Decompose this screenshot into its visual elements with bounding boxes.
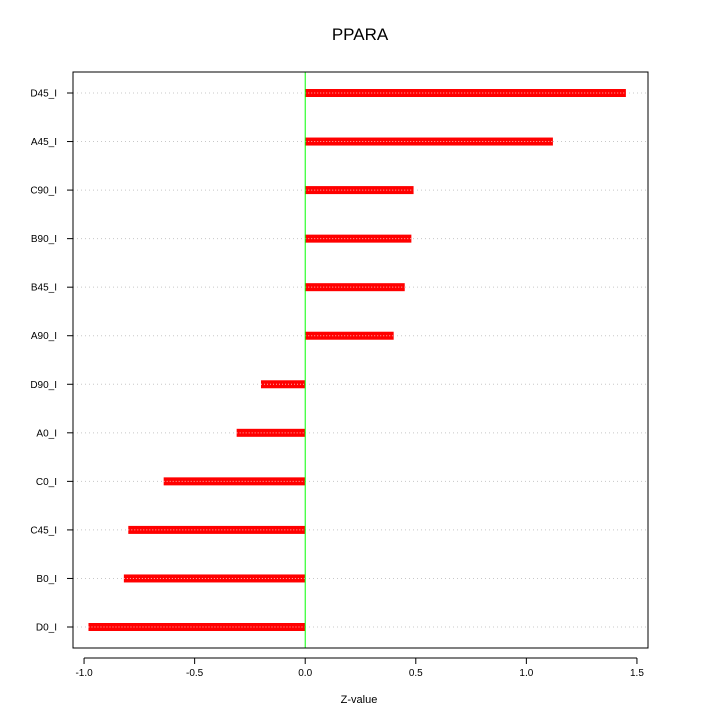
y-tick-label: B45_I bbox=[31, 283, 57, 294]
x-axis: -1.0 -0.5 0.0 0.5 1.0 1.5 bbox=[75, 657, 644, 679]
y-tick-label: C90_I bbox=[30, 186, 57, 197]
y-tick-label: A90_I bbox=[31, 331, 57, 342]
bar-A0_I bbox=[236, 428, 306, 437]
bars bbox=[88, 89, 626, 631]
x-tick-label: -1.0 bbox=[75, 668, 93, 679]
bar-B90_I bbox=[305, 234, 412, 243]
y-tick-label: C45_I bbox=[30, 525, 57, 536]
y-tick-label: D45_I bbox=[30, 89, 57, 100]
x-tick-label: 0.5 bbox=[409, 668, 423, 679]
grid-lines bbox=[73, 92, 648, 628]
y-tick-label: B90_I bbox=[31, 234, 57, 245]
x-tick-label: -0.5 bbox=[186, 668, 204, 679]
chart-title: PPARA bbox=[332, 25, 389, 44]
bar-A90_I bbox=[305, 331, 394, 340]
bar-B45_I bbox=[305, 283, 405, 292]
bar-C0_I bbox=[163, 477, 306, 486]
x-axis-label: Z-value bbox=[341, 694, 378, 706]
x-tick-label: 1.5 bbox=[630, 668, 644, 679]
bar-D90_I bbox=[260, 380, 306, 389]
y-tick-label: B0_I bbox=[36, 574, 57, 585]
bar-C45_I bbox=[128, 525, 306, 534]
plot-frame bbox=[72, 71, 649, 649]
y-tick-label: A0_I bbox=[36, 428, 57, 439]
y-tick-label: A45_I bbox=[31, 137, 57, 148]
bar-D45_I bbox=[305, 89, 626, 97]
x-tick-label: 1.0 bbox=[519, 668, 533, 679]
y-tick-label: D90_I bbox=[30, 380, 57, 391]
y-axis: D45_I A45_I C90_I B90_I B45_I A90_I D90_I A0_I C… bbox=[30, 89, 73, 634]
y-tick-label: C0_I bbox=[36, 477, 57, 488]
x-tick-label: 0.0 bbox=[298, 668, 312, 679]
y-tick-label: D0_I bbox=[36, 623, 57, 634]
